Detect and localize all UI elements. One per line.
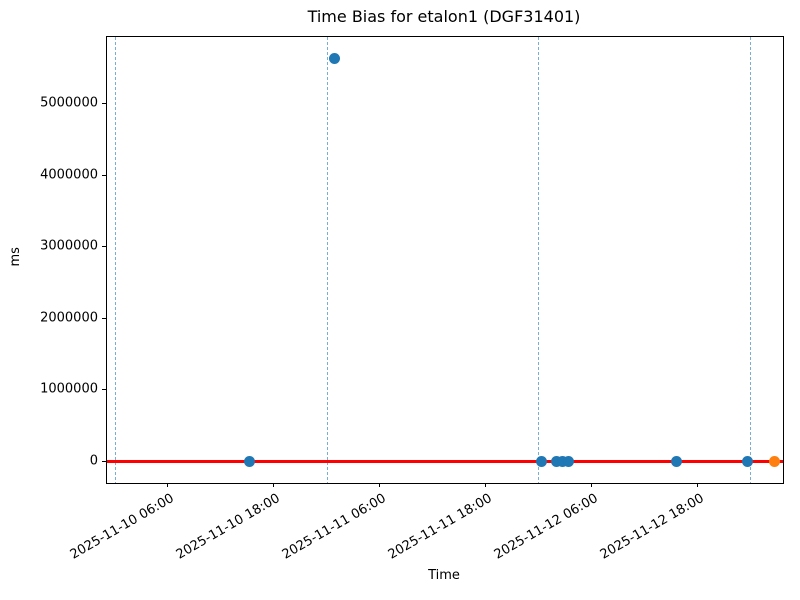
- chart-title: Time Bias for etalon1 (DGF31401): [307, 7, 581, 26]
- y-tick-label: 5000000: [40, 95, 98, 111]
- data-point: [536, 456, 548, 468]
- data-point: [328, 52, 340, 64]
- x-tick-label: 2025-11-12 06:00: [491, 491, 601, 563]
- y-tick-mark: [102, 389, 106, 391]
- data-point: [670, 456, 682, 468]
- data-point: [244, 456, 256, 468]
- y-tick-mark: [102, 174, 106, 176]
- x-tick-label: 2025-11-12 18:00: [597, 491, 707, 563]
- vertical-gridline: [750, 37, 752, 483]
- x-tick-label: 2025-11-10 18:00: [173, 491, 283, 563]
- y-tick-mark: [102, 246, 106, 248]
- zero-reference-line: [107, 460, 783, 464]
- x-tick-label: 2025-11-11 18:00: [385, 491, 495, 563]
- data-point: [556, 456, 568, 468]
- data-point: [741, 456, 753, 468]
- data-point: [768, 456, 780, 468]
- vertical-gridline: [114, 37, 116, 483]
- y-axis-label: ms: [8, 247, 24, 267]
- x-tick-label: 2025-11-11 06:00: [279, 491, 389, 563]
- y-tick-label: 4000000: [40, 167, 98, 183]
- x-tick-mark: [484, 483, 486, 487]
- x-tick-mark: [273, 483, 275, 487]
- y-tick-mark: [102, 317, 106, 319]
- data-point: [562, 456, 574, 468]
- y-tick-label: 1000000: [40, 381, 98, 397]
- y-tick-mark: [102, 102, 106, 104]
- y-tick-label: 3000000: [40, 238, 98, 254]
- vertical-gridline: [326, 37, 328, 483]
- x-tick-label: 2025-11-10 06:00: [67, 491, 177, 563]
- vertical-gridline: [538, 37, 540, 483]
- y-tick-label: 0: [89, 453, 98, 469]
- y-tick-mark: [102, 460, 106, 462]
- plot-area: [106, 36, 784, 484]
- x-axis-label: Time: [428, 568, 460, 583]
- x-tick-mark: [167, 483, 169, 487]
- x-tick-mark: [590, 483, 592, 487]
- x-tick-mark: [696, 483, 698, 487]
- data-point: [550, 456, 562, 468]
- x-tick-mark: [379, 483, 381, 487]
- y-tick-label: 2000000: [40, 310, 98, 326]
